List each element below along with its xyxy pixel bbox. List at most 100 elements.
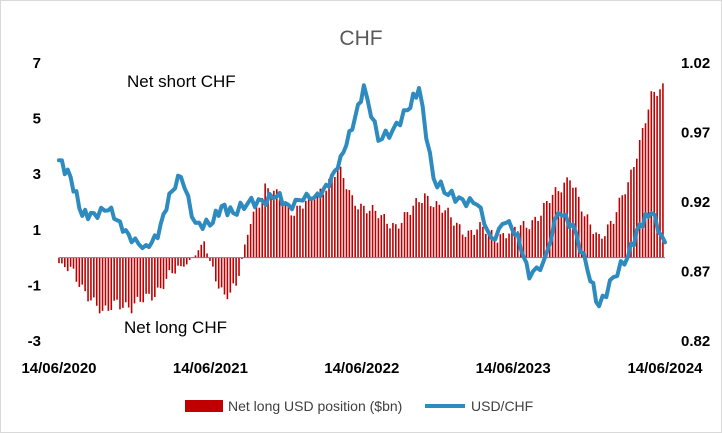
bar: [586, 214, 589, 258]
bar: [293, 215, 295, 258]
bar: [415, 198, 417, 258]
bar: [476, 229, 478, 258]
bar: [377, 218, 380, 258]
bar: [130, 257, 133, 314]
bar: [455, 222, 458, 258]
bar: [95, 257, 98, 306]
bar: [162, 257, 165, 290]
bar: [101, 257, 104, 311]
bar: [569, 180, 571, 258]
bar: [580, 211, 583, 258]
bar: [145, 257, 147, 294]
bar: [656, 95, 658, 258]
bar: [557, 191, 560, 258]
bar: [636, 158, 638, 258]
bar: [522, 220, 525, 258]
bar: [61, 257, 63, 264]
legend-line-label: USD/CHF: [471, 398, 533, 414]
bar: [116, 257, 118, 300]
bar: [638, 140, 641, 258]
x-tick-label: 14/06/2020: [21, 360, 96, 377]
legend-bar-label: Net long USD position ($bn): [228, 398, 402, 414]
bar: [545, 200, 548, 258]
bar: [168, 257, 171, 271]
bar: [75, 257, 78, 282]
bar: [104, 257, 107, 306]
bar: [461, 234, 464, 258]
bar: [235, 257, 237, 286]
left-axis: 7 5 3 1 -1 -3: [28, 55, 41, 350]
bar: [313, 199, 316, 258]
bar: [508, 233, 510, 258]
bar: [412, 205, 415, 258]
left-tick-label: 1: [33, 222, 41, 239]
left-tick-label: 7: [33, 55, 41, 72]
bar: [543, 202, 545, 258]
bar: [505, 238, 507, 258]
bar: [322, 194, 325, 258]
bar: [444, 210, 446, 258]
bar: [278, 199, 281, 258]
bar: [64, 257, 66, 268]
bar: [275, 189, 278, 258]
bar: [406, 212, 409, 258]
bar: [90, 257, 92, 301]
bar: [348, 190, 351, 258]
bar: [238, 257, 240, 276]
bar: [232, 257, 235, 284]
bar: [595, 232, 597, 258]
right-tick-label: 0.97: [681, 125, 710, 142]
bar: [281, 205, 284, 258]
bar: [548, 203, 551, 258]
bar: [589, 224, 592, 258]
bar: [334, 177, 336, 258]
bar: [302, 208, 304, 258]
bar: [482, 226, 484, 258]
bar: [647, 109, 650, 258]
bar: [273, 190, 275, 258]
bar: [528, 229, 531, 258]
bar: [575, 187, 577, 258]
right-tick-label: 0.82: [681, 333, 710, 350]
bar: [432, 207, 435, 258]
annotation-net-long: Net long CHF: [124, 318, 227, 337]
bar: [270, 194, 272, 258]
bar: [450, 217, 452, 258]
bar: [133, 257, 136, 304]
right-tick-label: 0.92: [681, 194, 710, 211]
bar: [183, 257, 185, 267]
bar: [383, 213, 385, 258]
bar: [124, 257, 127, 303]
bar: [618, 197, 621, 258]
bar: [438, 204, 441, 258]
bar: [615, 212, 618, 258]
bar: [363, 205, 365, 258]
legend-bar-swatch: [185, 400, 223, 412]
bar: [194, 255, 197, 258]
bar: [316, 191, 319, 258]
bar: [188, 257, 191, 260]
bar: [487, 230, 490, 258]
bar: [261, 197, 264, 258]
chart-title: CHF: [339, 27, 382, 50]
bar: [171, 257, 174, 274]
bar: [98, 257, 101, 314]
left-tick-label: -3: [28, 333, 41, 350]
bar: [395, 224, 397, 258]
bar: [374, 210, 377, 258]
bar: [601, 238, 603, 258]
bar: [66, 257, 69, 272]
bar: [560, 192, 563, 258]
left-tick-label: 3: [33, 166, 41, 183]
bar: [424, 193, 426, 258]
bar: [206, 253, 208, 258]
right-axis: 1.02 0.97 0.92 0.87 0.82: [681, 55, 710, 350]
bar: [119, 257, 121, 310]
bar: [255, 206, 258, 258]
bar: [319, 188, 322, 258]
bar: [142, 257, 144, 303]
bar: [598, 234, 600, 258]
bar: [214, 257, 217, 282]
bar: [107, 257, 110, 311]
bar: [241, 257, 243, 260]
